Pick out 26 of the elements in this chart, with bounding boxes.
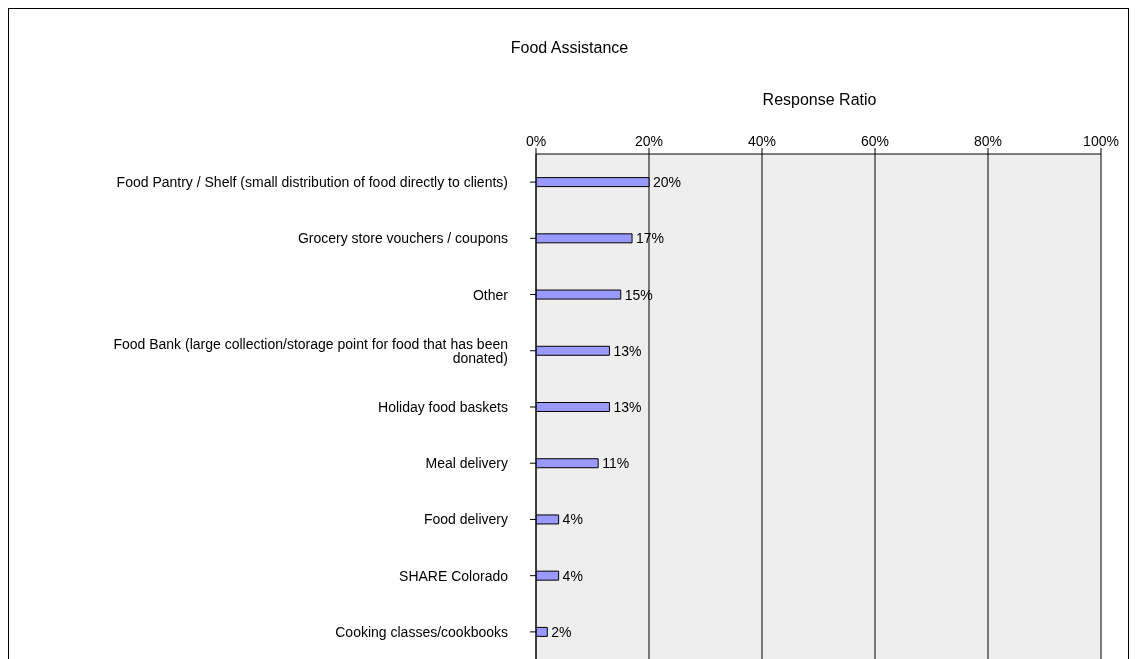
x-tick-label: 20% (634, 133, 664, 149)
x-tick-label: 80% (973, 133, 1003, 149)
data-label: 11% (602, 455, 630, 472)
y-tick-label: Holiday food baskets (378, 398, 508, 415)
x-tick-label: 60% (860, 133, 890, 149)
data-label: 17% (636, 230, 665, 247)
data-label: 20% (653, 174, 682, 191)
chart-title: Food Assistance (509, 39, 630, 57)
data-label: 2% (551, 623, 572, 640)
y-tick-label: SHARE Colorado (399, 567, 509, 584)
y-tick-label: Food delivery (423, 511, 508, 528)
y-tick-label: Cooking classes/cookbooks (335, 623, 508, 640)
data-label: 13% (613, 398, 642, 415)
y-tick-label: Meal delivery (425, 455, 508, 472)
data-label: 4% (562, 567, 583, 584)
x-tick-label: 40% (747, 133, 777, 149)
y-tick-label: Food Pantry / Shelf (small distribution of food directly to clients) (116, 174, 508, 191)
y-tick-label: Grocery store vouchers / coupons (297, 230, 508, 247)
data-label: 4% (562, 511, 583, 528)
x-axis-title: Response Ratio (761, 91, 878, 109)
x-tick-label: 100% (1083, 133, 1119, 149)
y-tick-label: Other (472, 286, 509, 303)
data-label: 13% (613, 342, 642, 359)
data-label: 15% (624, 286, 653, 303)
y-tick-label: Food Bank (large collection/storage point for food that has been donated) (113, 335, 508, 366)
x-tick-label: 0% (525, 133, 547, 149)
